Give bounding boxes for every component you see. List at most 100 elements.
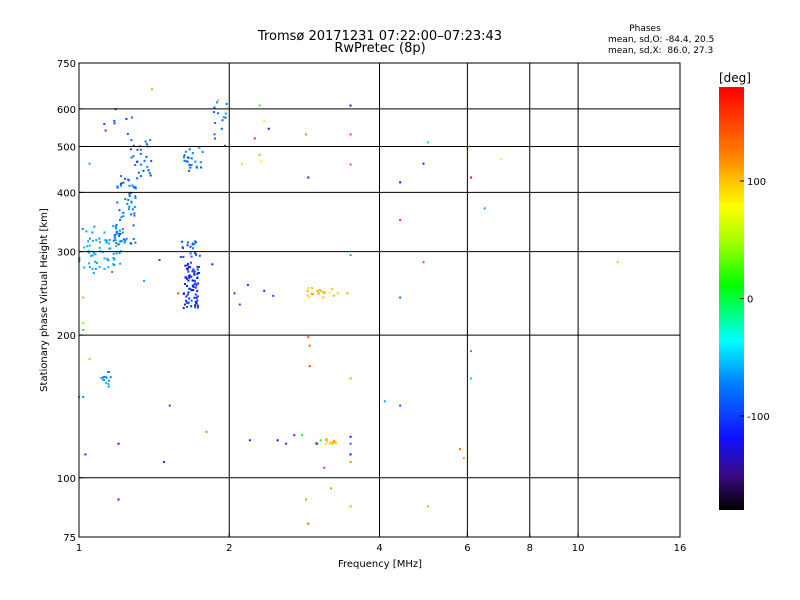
echo-point [147, 169, 150, 172]
stats-o-mode: mean, sd,O: -84.4, 20.5 [608, 35, 714, 45]
echo-point [422, 162, 425, 165]
echo-point [220, 127, 223, 130]
echo-point [213, 111, 216, 114]
echo-point [349, 453, 352, 456]
echo-point [258, 153, 261, 156]
echo-point [308, 365, 311, 368]
echo-point [205, 430, 208, 433]
echo-point [116, 232, 119, 235]
echo-point [105, 241, 108, 244]
echo-point [195, 165, 198, 168]
echo-point [120, 175, 123, 178]
x-tick-label: 8 [527, 543, 533, 554]
echo-point [124, 177, 127, 180]
echo-point [88, 237, 91, 240]
echo-point [349, 377, 352, 380]
echo-point [194, 160, 197, 163]
echo-point [108, 238, 111, 241]
echo-point [148, 171, 151, 174]
echo-point [349, 460, 352, 463]
echo-point [426, 141, 429, 144]
colorbar-tick-label: 0 [747, 295, 753, 306]
echo-point [233, 292, 236, 295]
echo-point [186, 305, 189, 308]
echo-point [188, 148, 191, 151]
echo-point [143, 159, 146, 162]
echo-point [90, 254, 93, 257]
echo-point [197, 271, 200, 274]
echo-point [186, 264, 189, 267]
echo-point [106, 371, 109, 374]
echo-point [196, 277, 199, 280]
echo-point [183, 154, 186, 157]
echo-point [332, 294, 335, 297]
echo-point [328, 442, 331, 445]
echo-point [190, 275, 193, 278]
echo-point [196, 273, 199, 276]
echo-point [116, 185, 119, 188]
echo-point [183, 283, 186, 285]
echo-point [124, 197, 127, 200]
grid-lines [79, 63, 680, 537]
colorbar-ticks: 100 0 -100 [740, 177, 770, 423]
echo-point [306, 290, 309, 293]
x-tick-label: 6 [464, 543, 470, 554]
echo-point [222, 116, 225, 119]
echo-point [119, 183, 122, 185]
echo-point [82, 329, 85, 332]
echo-point [308, 344, 311, 347]
echo-point [213, 106, 216, 109]
echo-point [140, 163, 143, 166]
echo-point [91, 254, 94, 257]
echo-point [349, 442, 352, 445]
echo-point [126, 202, 129, 205]
echo-point [91, 239, 94, 242]
echo-point [305, 133, 308, 136]
echo-point [98, 246, 101, 249]
echo-point [114, 225, 117, 228]
echo-point [197, 265, 200, 268]
echo-point [105, 239, 108, 242]
echo-point [94, 253, 97, 256]
echo-point [119, 184, 122, 187]
echo-point [186, 301, 189, 304]
echo-point [108, 247, 111, 250]
echo-point [135, 160, 138, 163]
echo-point [258, 104, 261, 107]
echo-point [136, 148, 139, 151]
y-tick-label: 300 [57, 248, 76, 259]
echo-point [181, 240, 184, 243]
echo-point [336, 292, 339, 295]
echo-point [318, 289, 321, 292]
echo-point [190, 299, 193, 302]
echo-point [104, 129, 107, 132]
echo-point [195, 284, 198, 287]
echo-point [108, 242, 111, 245]
colorbar-tick-label: -100 [747, 412, 770, 423]
echo-point [91, 231, 94, 234]
echo-point [182, 255, 185, 258]
echo-point [185, 295, 188, 298]
echo-point [199, 161, 202, 164]
echo-point [107, 259, 110, 262]
echo-point [186, 156, 189, 159]
echo-point [195, 296, 198, 299]
echo-point [118, 209, 121, 212]
echo-point [127, 178, 129, 181]
echo-point [128, 194, 131, 197]
echo-point [128, 193, 131, 196]
echo-point [162, 460, 165, 463]
echo-point [196, 299, 199, 302]
echo-point [83, 266, 86, 269]
echo-point [190, 289, 193, 292]
echo-point [109, 376, 112, 379]
echo-point [196, 268, 199, 271]
echo-point [120, 216, 123, 219]
echo-point [124, 239, 127, 242]
echo-point [105, 376, 108, 379]
echo-point [81, 227, 84, 230]
echo-point [322, 296, 325, 299]
echo-point [331, 288, 334, 291]
colorbar-tick-label: 100 [747, 177, 766, 188]
